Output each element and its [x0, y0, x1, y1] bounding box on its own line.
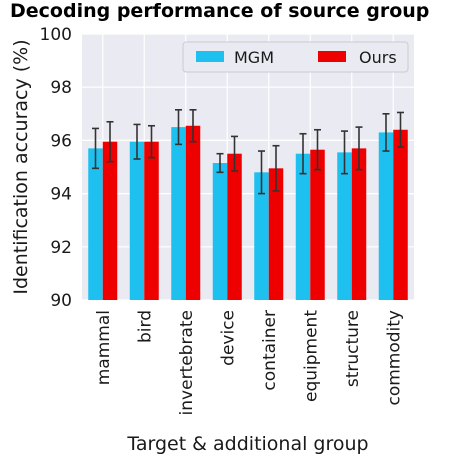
- x-tick-label-device: device: [218, 310, 238, 366]
- y-axis-label: Identification accuracy (%): [10, 39, 32, 294]
- bar-mgm-container: [254, 172, 269, 300]
- y-tick-label: 98: [50, 78, 72, 98]
- legend-label-mgm: MGM: [234, 48, 274, 67]
- x-tick-label-invertebrate: invertebrate: [177, 310, 197, 415]
- bar-mgm-equipment: [295, 153, 311, 300]
- bar-ours-container: [268, 168, 284, 300]
- x-tick-label-commodity: commodity: [384, 310, 404, 406]
- y-tick-label: 94: [50, 185, 72, 205]
- bar-mgm-commodity: [378, 132, 394, 300]
- bar-ours-commodity: [393, 129, 408, 300]
- error-bar-mgm-invertebrate: [175, 109, 182, 146]
- bar-mgm-invertebrate: [171, 127, 186, 300]
- error-bar-ours-commodity: [397, 111, 404, 148]
- x-tick-label-structure: structure: [343, 310, 363, 387]
- y-tick-label: 96: [50, 131, 72, 151]
- error-bar-ours-equipment: [314, 128, 321, 171]
- y-tick-labels: 90 92 94 96 98 100: [40, 25, 72, 311]
- y-tick-label: 100: [40, 25, 72, 45]
- y-tick-label: 92: [50, 238, 72, 258]
- bar-mgm-bird: [129, 141, 145, 300]
- x-tick-label-mammal: mammal: [94, 310, 114, 385]
- bar-mgm-mammal: [88, 148, 103, 300]
- bar-ours-bird: [144, 141, 159, 300]
- legend: MGM Ours: [182, 41, 409, 73]
- bar-mgm-device: [212, 163, 228, 300]
- bar-ours-structure: [351, 148, 367, 300]
- error-bar-mgm-structure: [341, 130, 348, 175]
- error-bar-ours-structure: [355, 126, 363, 171]
- chart-title: Decoding performance of source group: [10, 0, 429, 22]
- legend-label-ours: Ours: [359, 48, 397, 67]
- x-axis-label: Target & additional group: [126, 433, 368, 455]
- error-bar-ours-container: [272, 144, 280, 192]
- error-bars: [92, 109, 404, 195]
- y-tick-label: 90: [50, 291, 72, 311]
- bar-ours-device: [227, 153, 242, 300]
- error-bar-mgm-equipment: [299, 132, 307, 175]
- bar-mgm-structure: [337, 152, 352, 300]
- bars: [88, 125, 408, 301]
- bar-ours-invertebrate: [185, 125, 201, 301]
- error-bar-mgm-commodity: [382, 113, 390, 152]
- x-tick-label-bird: bird: [135, 310, 155, 343]
- error-bar-ours-device: [231, 135, 238, 172]
- error-bar-ours-invertebrate: [189, 109, 197, 143]
- legend-swatch-mgm: [196, 51, 224, 62]
- error-bar-ours-mammal: [106, 120, 114, 163]
- x-tick-labels: mammal bird invertebrate device container equ…: [94, 310, 405, 416]
- x-tick-label-container: container: [260, 310, 280, 391]
- error-bar-mgm-bird: [133, 123, 141, 160]
- error-bar-ours-bird: [148, 124, 155, 159]
- legend-box: [182, 41, 409, 73]
- error-bar-mgm-container: [258, 150, 265, 195]
- bar-ours-mammal: [102, 141, 118, 300]
- legend-swatch-ours: [318, 51, 346, 62]
- error-bar-mgm-mammal: [92, 127, 99, 170]
- x-tick-label-equipment: equipment: [301, 310, 321, 402]
- bar-ours-equipment: [310, 149, 325, 300]
- error-bar-mgm-device: [216, 152, 224, 174]
